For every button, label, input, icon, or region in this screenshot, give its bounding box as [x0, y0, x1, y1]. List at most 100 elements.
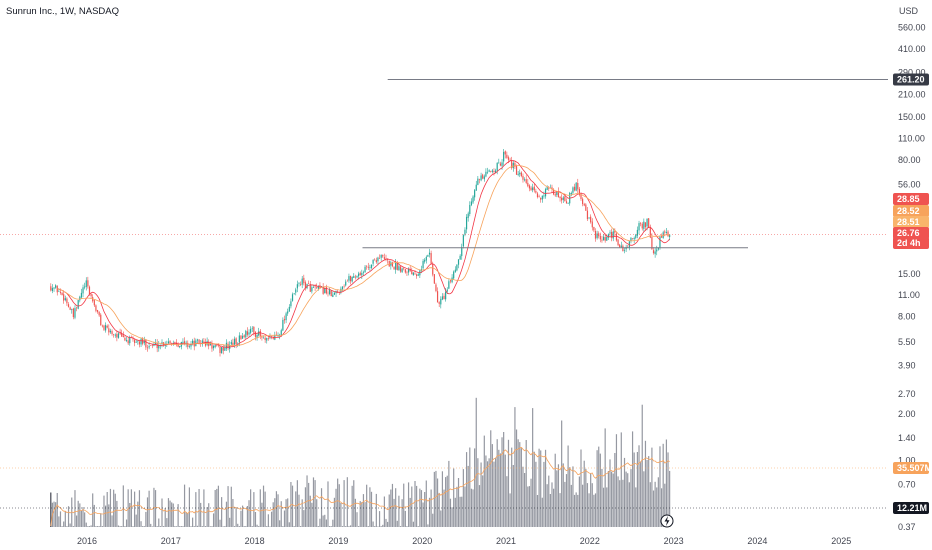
time-tick-label: 2025	[831, 536, 851, 546]
candle-body	[209, 342, 211, 346]
volume-bar	[358, 526, 360, 527]
volume-bar	[69, 523, 71, 527]
volume-bar	[111, 515, 113, 527]
volume-bar	[665, 439, 668, 527]
volume-bar	[212, 513, 215, 527]
candle-body	[533, 186, 535, 191]
price-tag-text: 28.51	[897, 217, 920, 227]
volume-bar	[96, 526, 99, 527]
volume-bar	[333, 497, 336, 527]
volume-bar	[182, 526, 184, 527]
price-tag	[893, 205, 929, 217]
volume-bar	[92, 493, 94, 527]
candle-body	[557, 191, 560, 197]
price-tag	[893, 237, 929, 249]
candle-body	[449, 280, 452, 282]
volume-bar	[122, 485, 124, 527]
candle-body	[69, 307, 71, 310]
volume-bar	[285, 499, 287, 527]
candle-body	[536, 193, 539, 198]
horizontal-levels[interactable]	[0, 79, 888, 509]
candle-body	[153, 344, 155, 346]
candle-body	[55, 285, 57, 288]
candle-body	[129, 337, 131, 344]
volume-bar	[622, 479, 624, 527]
volume-bar	[338, 484, 340, 527]
candle-body	[341, 286, 344, 290]
volume-bar	[143, 526, 145, 527]
candle-body	[222, 347, 224, 351]
volume-bar	[396, 520, 398, 527]
candle-body	[332, 294, 334, 297]
candle-body	[436, 291, 439, 303]
candle-body	[277, 335, 279, 337]
candle-body	[343, 285, 345, 287]
candle-body	[316, 287, 318, 288]
candle-body	[319, 285, 321, 288]
volume-bar	[138, 490, 141, 527]
candle-body	[620, 245, 622, 247]
volume-bar	[354, 498, 356, 527]
volume-bar	[288, 522, 290, 527]
candle-body	[288, 306, 290, 312]
candle-body	[607, 234, 609, 238]
candle-body	[651, 236, 653, 250]
candle-body	[232, 342, 234, 346]
time-tick-label: 2019	[328, 536, 348, 546]
candle-body	[559, 196, 561, 199]
candle-body	[125, 340, 128, 341]
volume-bar	[499, 453, 502, 527]
volume-bar	[553, 488, 555, 527]
candle-body	[158, 345, 160, 349]
volume-bar	[87, 526, 89, 527]
candle-body	[422, 260, 424, 269]
volume-bar	[132, 526, 134, 527]
time-tick-label: 2018	[245, 536, 265, 546]
candle-body	[641, 223, 643, 229]
volume-bar	[287, 498, 289, 527]
volume-bar	[319, 518, 321, 527]
candle-body	[169, 341, 171, 344]
time-axis[interactable]: 2016 2017 2018 2019 2020 2021 2022 2023 2024 2025	[77, 536, 851, 546]
candle-body	[656, 249, 658, 252]
candle-body	[251, 327, 253, 329]
price-tag	[893, 216, 929, 228]
candle-body	[64, 298, 66, 301]
candle-body	[146, 347, 149, 349]
candle-body	[512, 163, 514, 169]
flash-icon[interactable]	[660, 514, 674, 528]
volume-bar	[480, 462, 482, 527]
candle-body	[84, 286, 86, 288]
candle-body	[596, 233, 598, 239]
candle-body	[407, 268, 410, 273]
volume-bar	[341, 526, 344, 527]
volume-bar	[625, 471, 627, 527]
volume-bar	[580, 449, 582, 527]
candle-body	[71, 309, 73, 310]
volume-bar	[145, 511, 147, 527]
volume-bar	[654, 481, 656, 527]
candle-body	[628, 241, 630, 248]
candle-body	[432, 263, 434, 275]
volume-bar	[150, 523, 152, 527]
time-tick-label: 2016	[77, 536, 97, 546]
volume-bar	[660, 488, 663, 527]
candle-body	[75, 307, 78, 309]
candle-body	[462, 235, 464, 247]
volume-bar	[619, 480, 621, 527]
volume-bar	[641, 404, 643, 527]
volume-bar	[348, 526, 350, 527]
volume-bar	[667, 452, 669, 527]
price-tick-label: 8.00	[898, 312, 916, 322]
volume-bar	[438, 492, 440, 527]
price-axis[interactable]: 560.00 410.00 290.00 210.00 150.00 110.00 80.0…	[898, 23, 926, 371]
volume-bar	[61, 526, 63, 527]
candle-body	[359, 272, 361, 276]
volume-bar	[240, 510, 242, 527]
candle-body	[404, 269, 406, 273]
candle-body	[114, 334, 116, 336]
candle-body	[646, 218, 648, 227]
price-tick-label: 5.50	[898, 337, 916, 347]
volume-bar	[640, 461, 642, 527]
